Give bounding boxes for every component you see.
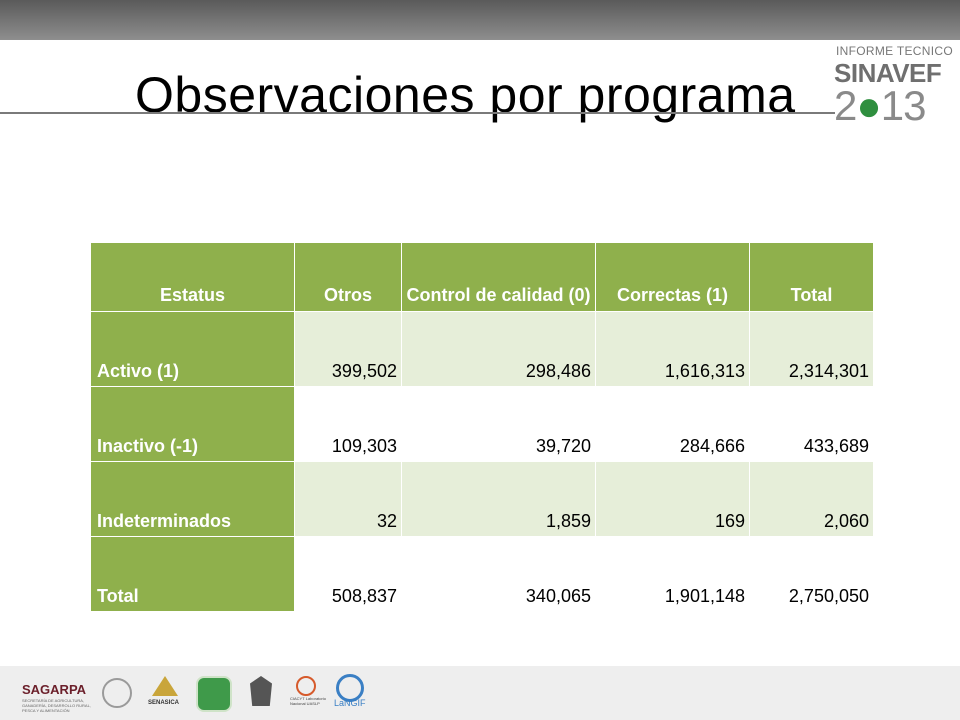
conacyt-logo: CIACYT Laboratorio Nacional UASLP (290, 672, 326, 712)
cell-total: 2,060 (749, 461, 874, 537)
senasica-label: SENASICA (148, 700, 180, 706)
sinavef-badge-icon (194, 672, 232, 712)
brand-year: 2●13 (834, 82, 927, 130)
header-otros: Otros (294, 242, 402, 312)
header-correctas: Correctas (1) (595, 242, 750, 312)
table-row: Indeterminados 32 1,859 169 2,060 (90, 461, 874, 537)
table-row: Activo (1) 399,502 298,486 1,616,313 2,3… (90, 311, 874, 387)
cell-correctas: 169 (595, 461, 750, 537)
table-header-row: Estatus Otros Control de calidad (0) Cor… (90, 242, 874, 312)
cell-total: 2,750,050 (749, 536, 874, 612)
mexico-seal-icon (98, 672, 132, 712)
cell-total: 2,314,301 (749, 311, 874, 387)
header-total: Total (749, 242, 874, 312)
observations-table: Estatus Otros Control de calidad (0) Cor… (90, 242, 874, 612)
row-label: Total (90, 536, 295, 612)
cell-otros: 399,502 (294, 311, 402, 387)
langif-label: LaNGIF (334, 698, 366, 708)
row-label: Activo (1) (90, 311, 295, 387)
senasica-logo: SENASICA (148, 672, 184, 712)
table-row: Total 508,837 340,065 1,901,148 2,750,05… (90, 536, 874, 612)
row-label: Inactivo (-1) (90, 386, 295, 462)
cell-control: 298,486 (401, 311, 596, 387)
cell-correctas: 284,666 (595, 386, 750, 462)
year-right: 13 (880, 82, 927, 129)
sagarpa-sub: SECRETARÍA DE AGRICULTURA, GANADERÍA, DE… (22, 698, 91, 713)
cell-correctas: 1,901,148 (595, 536, 750, 612)
year-left: 2 (834, 82, 857, 129)
langif-logo: LaNGIF (330, 672, 370, 712)
page-title: Observaciones por programa (135, 67, 796, 123)
cell-otros: 508,837 (294, 536, 402, 612)
top-bar (0, 0, 960, 40)
cell-total: 433,689 (749, 386, 874, 462)
runner-icon: ● (856, 82, 881, 129)
cell-control: 1,859 (401, 461, 596, 537)
footer-logos-bar (0, 666, 960, 720)
table-row: Inactivo (-1) 109,303 39,720 284,666 433… (90, 386, 874, 462)
sagarpa-label: SAGARPA (22, 682, 87, 697)
sinavef-brand: INFORME TECNICO SINAVEF 2●13 (834, 44, 956, 129)
cell-control: 340,065 (401, 536, 596, 612)
header-control: Control de calidad (0) (401, 242, 596, 312)
title-underline (0, 112, 835, 114)
cell-correctas: 1,616,313 (595, 311, 750, 387)
row-label: Indeterminados (90, 461, 295, 537)
cell-control: 39,720 (401, 386, 596, 462)
university-crest-icon (242, 672, 280, 712)
brand-name: SINAVEF (834, 58, 942, 88)
header-estatus: Estatus (90, 242, 295, 312)
conacyt-label: CIACYT Laboratorio Nacional UASLP (290, 696, 326, 706)
sagarpa-logo: SAGARPA SECRETARÍA DE AGRICULTURA, GANAD… (22, 672, 92, 713)
brand-line1: INFORME TECNICO (836, 44, 953, 58)
cell-otros: 109,303 (294, 386, 402, 462)
cell-otros: 32 (294, 461, 402, 537)
